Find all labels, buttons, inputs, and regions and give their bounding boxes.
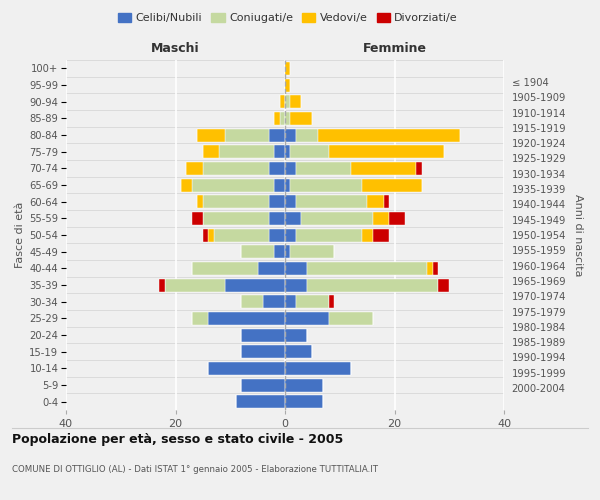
Bar <box>296 295 329 308</box>
Bar <box>290 112 313 125</box>
Bar <box>285 228 296 241</box>
Bar <box>285 145 290 158</box>
Bar <box>192 212 203 225</box>
Bar <box>280 112 285 125</box>
Bar <box>203 212 269 225</box>
Bar <box>274 112 280 125</box>
Bar <box>290 145 329 158</box>
Bar <box>192 312 208 325</box>
Bar <box>290 95 301 108</box>
Bar <box>362 228 373 241</box>
Bar <box>192 178 274 192</box>
Bar <box>225 278 285 291</box>
Bar <box>187 162 203 175</box>
Bar <box>269 162 285 175</box>
Bar <box>285 245 290 258</box>
Bar <box>285 278 307 291</box>
Bar <box>269 195 285 208</box>
Bar <box>285 212 301 225</box>
Bar <box>197 195 203 208</box>
Bar <box>285 345 313 358</box>
Bar <box>373 228 389 241</box>
Bar <box>197 128 225 141</box>
Bar <box>290 178 362 192</box>
Bar <box>285 378 323 392</box>
Bar <box>285 262 307 275</box>
Bar <box>427 262 433 275</box>
Bar <box>296 162 350 175</box>
Bar <box>274 145 285 158</box>
Bar <box>192 262 257 275</box>
Bar <box>203 145 220 158</box>
Y-axis label: Fasce di età: Fasce di età <box>15 202 25 268</box>
Bar <box>241 328 285 342</box>
Bar <box>296 228 362 241</box>
Y-axis label: Anni di nascita: Anni di nascita <box>573 194 583 276</box>
Bar <box>373 212 389 225</box>
Bar <box>383 195 389 208</box>
Bar <box>367 195 383 208</box>
Bar <box>203 195 269 208</box>
Bar <box>301 212 373 225</box>
Text: Femmine: Femmine <box>362 42 427 55</box>
Bar <box>362 178 422 192</box>
Bar <box>208 362 285 375</box>
Bar <box>241 345 285 358</box>
Bar <box>214 228 269 241</box>
Bar <box>181 178 192 192</box>
Bar <box>285 95 290 108</box>
Bar <box>285 78 290 92</box>
Bar <box>208 312 285 325</box>
Bar <box>269 128 285 141</box>
Bar <box>220 145 274 158</box>
Bar <box>329 145 444 158</box>
Bar <box>208 228 214 241</box>
Bar <box>285 178 290 192</box>
Bar <box>307 262 427 275</box>
Bar <box>274 245 285 258</box>
Bar <box>269 228 285 241</box>
Bar <box>285 162 296 175</box>
Bar <box>307 278 438 291</box>
Bar <box>241 378 285 392</box>
Bar <box>285 362 351 375</box>
Bar <box>285 295 296 308</box>
Bar <box>241 245 274 258</box>
Bar <box>329 295 334 308</box>
Bar <box>203 162 269 175</box>
Bar <box>164 278 225 291</box>
Text: COMUNE DI OTTIGLIO (AL) - Dati ISTAT 1° gennaio 2005 - Elaborazione TUTTITALIA.I: COMUNE DI OTTIGLIO (AL) - Dati ISTAT 1° … <box>12 466 378 474</box>
Bar <box>296 128 318 141</box>
Bar <box>285 395 323 408</box>
Bar <box>269 212 285 225</box>
Bar <box>225 128 269 141</box>
Bar <box>416 162 422 175</box>
Bar <box>351 162 416 175</box>
Bar <box>280 95 285 108</box>
Bar <box>285 195 296 208</box>
Bar <box>274 178 285 192</box>
Bar <box>159 278 164 291</box>
Legend: Celibi/Nubili, Coniugati/e, Vedovi/e, Divorziati/e: Celibi/Nubili, Coniugati/e, Vedovi/e, Di… <box>113 8 463 28</box>
Bar <box>329 312 373 325</box>
Bar <box>263 295 285 308</box>
Bar <box>439 278 449 291</box>
Text: Maschi: Maschi <box>151 42 200 55</box>
Bar <box>285 112 290 125</box>
Bar <box>257 262 285 275</box>
Bar <box>433 262 439 275</box>
Bar <box>203 228 208 241</box>
Bar <box>389 212 406 225</box>
Bar <box>285 128 296 141</box>
Bar <box>285 328 307 342</box>
Text: Popolazione per età, sesso e stato civile - 2005: Popolazione per età, sesso e stato civil… <box>12 432 343 446</box>
Bar <box>285 312 329 325</box>
Bar <box>236 395 285 408</box>
Bar <box>290 245 334 258</box>
Bar <box>318 128 460 141</box>
Bar <box>285 62 290 75</box>
Bar <box>241 295 263 308</box>
Bar <box>296 195 367 208</box>
